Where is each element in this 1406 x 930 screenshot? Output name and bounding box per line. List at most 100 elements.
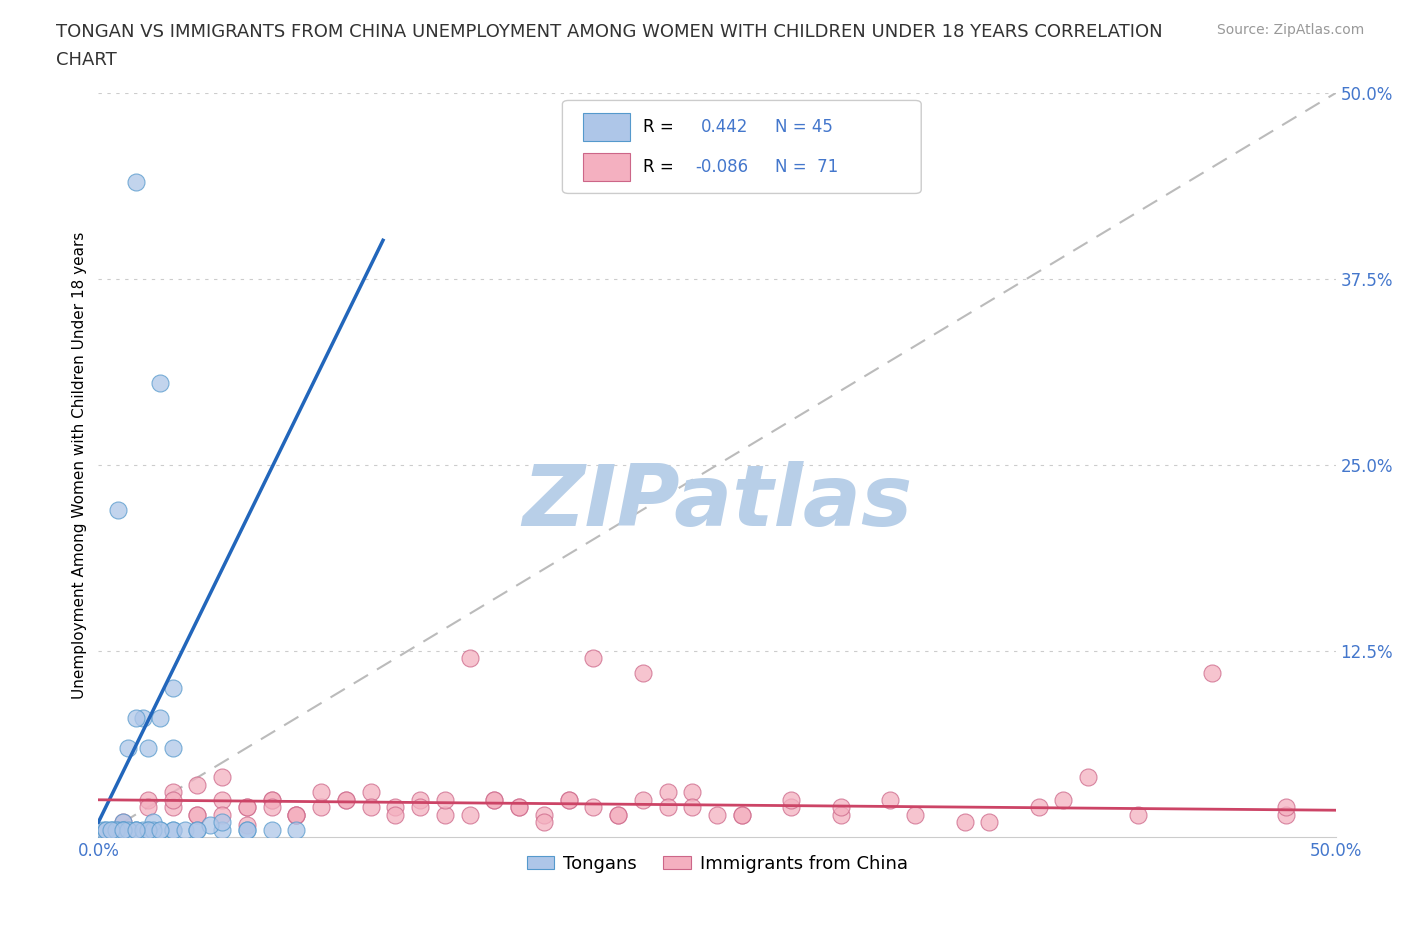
Point	[162, 800, 184, 815]
Point	[607, 807, 630, 822]
Point	[731, 807, 754, 822]
Text: R =: R =	[643, 118, 673, 136]
Point	[149, 822, 172, 837]
FancyBboxPatch shape	[583, 153, 630, 180]
Point	[162, 681, 184, 696]
Point	[112, 822, 135, 837]
Point	[107, 822, 129, 837]
Point	[236, 822, 259, 837]
Point	[186, 822, 208, 837]
Point	[186, 807, 208, 822]
Text: TONGAN VS IMMIGRANTS FROM CHINA UNEMPLOYMENT AMONG WOMEN WITH CHILDREN UNDER 18 : TONGAN VS IMMIGRANTS FROM CHINA UNEMPLOY…	[56, 23, 1163, 41]
FancyBboxPatch shape	[562, 100, 921, 193]
Point	[93, 822, 115, 837]
Point	[136, 792, 159, 807]
Point	[309, 800, 332, 815]
Point	[124, 822, 146, 837]
Text: CHART: CHART	[56, 51, 117, 69]
Point	[211, 770, 233, 785]
Point	[979, 815, 1001, 830]
Point	[112, 815, 135, 830]
Point	[582, 800, 605, 815]
Point	[409, 792, 432, 807]
Point	[508, 800, 530, 815]
Point	[631, 666, 654, 681]
Text: N = 45: N = 45	[775, 118, 834, 136]
Point	[136, 822, 159, 837]
Text: ZIPatlas: ZIPatlas	[522, 460, 912, 544]
Point	[953, 815, 976, 830]
FancyBboxPatch shape	[583, 113, 630, 141]
Point	[124, 711, 146, 725]
Point	[112, 822, 135, 837]
Text: R =: R =	[643, 158, 673, 176]
Point	[335, 792, 357, 807]
Point	[198, 817, 221, 832]
Point	[508, 800, 530, 815]
Point	[186, 807, 208, 822]
Text: -0.086: -0.086	[695, 158, 748, 176]
Point	[94, 822, 117, 837]
Point	[557, 792, 579, 807]
Point	[162, 822, 184, 837]
Point	[1028, 800, 1050, 815]
Point	[112, 822, 135, 837]
Point	[335, 792, 357, 807]
Point	[260, 792, 283, 807]
Point	[681, 785, 703, 800]
Point	[211, 822, 233, 837]
Point	[142, 822, 165, 837]
Point	[384, 800, 406, 815]
Point	[149, 822, 172, 837]
Point	[124, 822, 146, 837]
Point	[285, 807, 308, 822]
Point	[706, 807, 728, 822]
Point	[533, 815, 555, 830]
Point	[260, 822, 283, 837]
Point	[879, 792, 901, 807]
Point	[174, 822, 197, 837]
Point	[211, 792, 233, 807]
Point	[132, 711, 155, 725]
Point	[136, 822, 159, 837]
Point	[1201, 666, 1223, 681]
Point	[830, 800, 852, 815]
Point	[117, 740, 139, 755]
Point	[360, 785, 382, 800]
Point	[112, 815, 135, 830]
Point	[149, 711, 172, 725]
Point	[1126, 807, 1149, 822]
Point	[830, 807, 852, 822]
Point	[236, 800, 259, 815]
Point	[607, 807, 630, 822]
Point	[458, 651, 481, 666]
Point	[107, 502, 129, 517]
Point	[285, 807, 308, 822]
Point	[731, 807, 754, 822]
Point	[162, 785, 184, 800]
Text: 0.442: 0.442	[702, 118, 748, 136]
Point	[100, 822, 122, 837]
Point	[582, 651, 605, 666]
Point	[142, 815, 165, 830]
Point	[657, 800, 679, 815]
Point	[100, 822, 122, 837]
Point	[1077, 770, 1099, 785]
Point	[360, 800, 382, 815]
Legend: Tongans, Immigrants from China: Tongans, Immigrants from China	[519, 847, 915, 880]
Point	[484, 792, 506, 807]
Point	[236, 817, 259, 832]
Point	[124, 822, 146, 837]
Point	[484, 792, 506, 807]
Point	[236, 822, 259, 837]
Point	[657, 785, 679, 800]
Point	[162, 740, 184, 755]
Point	[186, 822, 208, 837]
Point	[260, 800, 283, 815]
Point	[117, 822, 139, 837]
Point	[1052, 792, 1074, 807]
Point	[631, 792, 654, 807]
Point	[162, 822, 184, 837]
Point	[285, 822, 308, 837]
Point	[780, 792, 803, 807]
